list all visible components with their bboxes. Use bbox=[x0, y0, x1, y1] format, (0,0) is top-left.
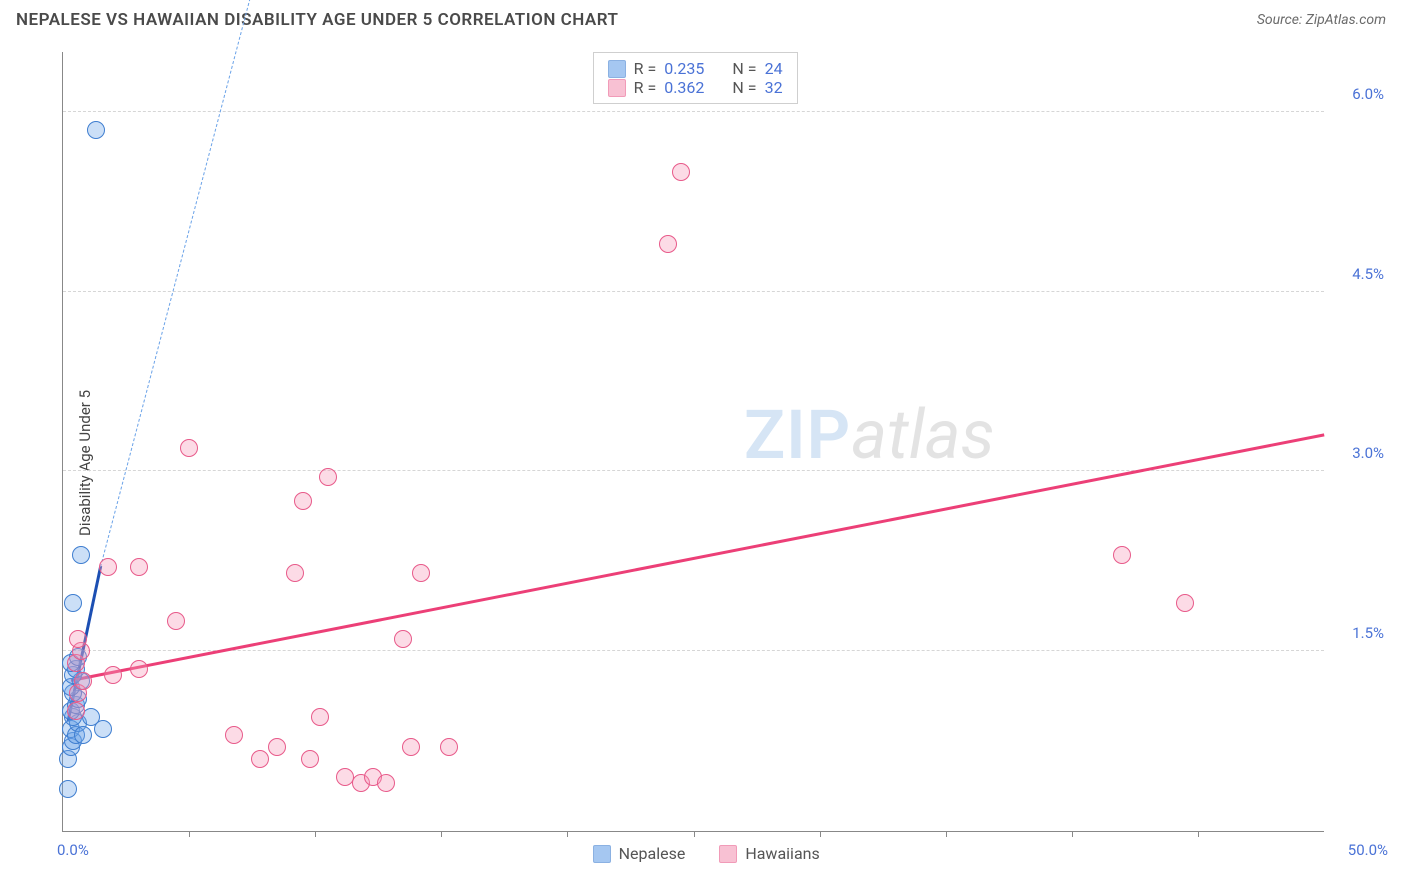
data-point bbox=[64, 594, 82, 612]
watermark: ZIPatlas bbox=[744, 395, 995, 475]
x-tick-max: 50.0% bbox=[1348, 841, 1388, 859]
x-tick-mark bbox=[441, 831, 442, 837]
data-point bbox=[1176, 594, 1194, 612]
x-tick-mark bbox=[946, 831, 947, 837]
x-tick-mark bbox=[189, 831, 190, 837]
data-point bbox=[99, 558, 117, 576]
legend-swatch-hawaiians bbox=[719, 845, 737, 863]
data-point bbox=[87, 121, 105, 139]
data-point bbox=[67, 702, 85, 720]
data-point bbox=[311, 708, 329, 726]
data-point bbox=[294, 492, 312, 510]
data-point bbox=[180, 439, 198, 457]
data-point bbox=[74, 672, 92, 690]
chart-title: NEPALESE VS HAWAIIAN DISABILITY AGE UNDE… bbox=[16, 10, 618, 30]
data-point bbox=[440, 738, 458, 756]
plot-wrapper: Disability Age Under 5 ZIPatlas R = 0.23… bbox=[16, 44, 1394, 882]
legend-swatch-nepalese bbox=[593, 845, 611, 863]
chart-source: Source: ZipAtlas.com bbox=[1257, 12, 1386, 28]
data-point bbox=[659, 235, 677, 253]
swatch-nepalese bbox=[608, 60, 626, 78]
gridline bbox=[63, 650, 1324, 651]
legend-item-nepalese: Nepalese bbox=[593, 844, 686, 863]
x-tick-mark bbox=[820, 831, 821, 837]
data-point bbox=[104, 666, 122, 684]
data-point bbox=[412, 564, 430, 582]
x-tick-mark bbox=[315, 831, 316, 837]
swatch-hawaiians bbox=[608, 79, 626, 97]
data-point bbox=[251, 750, 269, 768]
data-point bbox=[672, 163, 690, 181]
data-point bbox=[74, 726, 92, 744]
data-point bbox=[319, 468, 337, 486]
data-point bbox=[69, 630, 87, 648]
data-point bbox=[301, 750, 319, 768]
data-point bbox=[72, 546, 90, 564]
data-point bbox=[225, 726, 243, 744]
data-point bbox=[377, 774, 395, 792]
data-point bbox=[394, 630, 412, 648]
data-point bbox=[167, 612, 185, 630]
x-tick-min: 0.0% bbox=[57, 841, 89, 859]
data-point bbox=[130, 558, 148, 576]
plot-area: ZIPatlas R = 0.235 N = 24 R = 0.362 N = … bbox=[62, 52, 1324, 832]
data-point bbox=[130, 660, 148, 678]
data-point bbox=[59, 780, 77, 798]
stats-row-nepalese: R = 0.235 N = 24 bbox=[608, 59, 783, 78]
data-point bbox=[94, 720, 112, 738]
x-tick-mark bbox=[694, 831, 695, 837]
data-point bbox=[268, 738, 286, 756]
x-tick-mark bbox=[1072, 831, 1073, 837]
chart-header: NEPALESE VS HAWAIIAN DISABILITY AGE UNDE… bbox=[0, 0, 1406, 40]
gridline bbox=[63, 291, 1324, 292]
y-tick-label: 6.0% bbox=[1352, 85, 1384, 103]
trendline-extension bbox=[100, 0, 315, 567]
data-point bbox=[1113, 546, 1131, 564]
data-point bbox=[286, 564, 304, 582]
series-legend: Nepalese Hawaiians bbox=[593, 844, 820, 863]
gridline bbox=[63, 111, 1324, 112]
data-point bbox=[402, 738, 420, 756]
y-tick-label: 3.0% bbox=[1352, 444, 1384, 462]
stats-row-hawaiians: R = 0.362 N = 32 bbox=[608, 78, 783, 97]
x-tick-mark bbox=[567, 831, 568, 837]
y-tick-label: 4.5% bbox=[1352, 265, 1384, 283]
legend-item-hawaiians: Hawaiians bbox=[719, 844, 819, 863]
x-tick-mark bbox=[1198, 831, 1199, 837]
stats-legend: R = 0.235 N = 24 R = 0.362 N = 32 bbox=[593, 52, 798, 104]
y-tick-label: 1.5% bbox=[1352, 624, 1384, 642]
